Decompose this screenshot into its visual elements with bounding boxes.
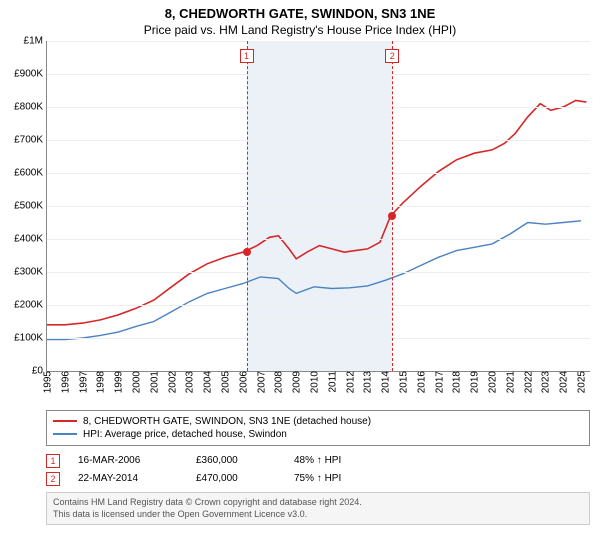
xtick-label: 2014 bbox=[379, 371, 392, 393]
event-row-date: 16-MAR-2006 bbox=[78, 455, 178, 466]
xtick-label: 2006 bbox=[236, 371, 249, 393]
xtick-label: 2003 bbox=[183, 371, 196, 393]
event-marker: 2 bbox=[385, 49, 399, 63]
xtick-label: 2020 bbox=[486, 371, 499, 393]
xtick-label: 2011 bbox=[325, 371, 338, 393]
gridline-h bbox=[47, 107, 590, 108]
ytick-label: £300K bbox=[14, 266, 47, 277]
ytick-label: £900K bbox=[14, 68, 47, 79]
gridline-h bbox=[47, 74, 590, 75]
xtick-label: 2021 bbox=[503, 371, 516, 393]
chart-subtitle: Price paid vs. HM Land Registry's House … bbox=[0, 23, 600, 41]
gridline-h bbox=[47, 305, 590, 306]
gridline-h bbox=[47, 41, 590, 42]
event-row-marker: 1 bbox=[46, 454, 60, 468]
gridline-h bbox=[47, 206, 590, 207]
xtick-label: 2019 bbox=[468, 371, 481, 393]
events-table: 1 16-MAR-2006 £360,000 48% ↑ HPI 2 22-MAY-201… bbox=[46, 452, 590, 488]
legend-label: 8, CHEDWORTH GATE, SWINDON, SN3 1NE (det… bbox=[83, 416, 371, 427]
xtick-label: 2023 bbox=[539, 371, 552, 393]
sale-dot bbox=[388, 212, 396, 220]
event-line bbox=[247, 41, 248, 371]
xtick-label: 2005 bbox=[219, 371, 232, 393]
event-row-price: £360,000 bbox=[196, 455, 276, 466]
gridline-h bbox=[47, 140, 590, 141]
xtick-label: 2007 bbox=[254, 371, 267, 393]
xtick-label: 2002 bbox=[165, 371, 178, 393]
xtick-label: 1997 bbox=[76, 371, 89, 393]
event-row-date: 22-MAY-2014 bbox=[78, 473, 178, 484]
ytick-label: £700K bbox=[14, 134, 47, 145]
event-row: 1 16-MAR-2006 £360,000 48% ↑ HPI bbox=[46, 452, 590, 470]
event-line bbox=[392, 41, 393, 371]
xtick-label: 1996 bbox=[58, 371, 71, 393]
gridline-h bbox=[47, 338, 590, 339]
xtick-label: 2004 bbox=[201, 371, 214, 393]
chart-container: 8, CHEDWORTH GATE, SWINDON, SN3 1NE Pric… bbox=[0, 0, 600, 560]
ytick-label: £600K bbox=[14, 167, 47, 178]
legend-swatch bbox=[53, 420, 77, 422]
attribution-line-2: This data is licensed under the Open Gov… bbox=[53, 509, 583, 521]
legend: 8, CHEDWORTH GATE, SWINDON, SN3 1NE (det… bbox=[46, 410, 590, 446]
event-marker: 1 bbox=[240, 49, 254, 63]
gridline-h bbox=[47, 272, 590, 273]
xtick-label: 2008 bbox=[272, 371, 285, 393]
ytick-label: £1M bbox=[24, 35, 47, 46]
legend-row: 8, CHEDWORTH GATE, SWINDON, SN3 1NE (det… bbox=[53, 415, 583, 428]
event-row-pct: 75% ↑ HPI bbox=[294, 473, 374, 484]
sale-dot bbox=[243, 248, 251, 256]
xtick-label: 2017 bbox=[432, 371, 445, 393]
xtick-label: 2009 bbox=[290, 371, 303, 393]
attribution-box: Contains HM Land Registry data © Crown c… bbox=[46, 492, 590, 525]
xtick-label: 2018 bbox=[450, 371, 463, 393]
xtick-label: 2001 bbox=[147, 371, 160, 393]
attribution-line-1: Contains HM Land Registry data © Crown c… bbox=[53, 497, 583, 509]
xtick-label: 2025 bbox=[575, 371, 588, 393]
xtick-label: 2010 bbox=[308, 371, 321, 393]
xtick-label: 2016 bbox=[414, 371, 427, 393]
series-property bbox=[47, 100, 586, 324]
event-row-price: £470,000 bbox=[196, 473, 276, 484]
xtick-label: 1998 bbox=[94, 371, 107, 393]
event-row-pct: 48% ↑ HPI bbox=[294, 455, 374, 466]
legend-label: HPI: Average price, detached house, Swin… bbox=[83, 429, 287, 440]
xtick-label: 1995 bbox=[41, 371, 54, 393]
ytick-label: £200K bbox=[14, 299, 47, 310]
legend-swatch bbox=[53, 433, 77, 435]
ytick-label: £400K bbox=[14, 233, 47, 244]
xtick-label: 2000 bbox=[130, 371, 143, 393]
xtick-label: 2013 bbox=[361, 371, 374, 393]
event-row-marker: 2 bbox=[46, 472, 60, 486]
xtick-label: 2024 bbox=[557, 371, 570, 393]
xtick-label: 2015 bbox=[397, 371, 410, 393]
ytick-label: £500K bbox=[14, 200, 47, 211]
ytick-label: £800K bbox=[14, 101, 47, 112]
gridline-h bbox=[47, 239, 590, 240]
event-row: 2 22-MAY-2014 £470,000 75% ↑ HPI bbox=[46, 470, 590, 488]
gridline-h bbox=[47, 173, 590, 174]
plot-area: £0£100K£200K£300K£400K£500K£600K£700K£80… bbox=[46, 41, 590, 372]
xtick-label: 1999 bbox=[112, 371, 125, 393]
ytick-label: £100K bbox=[14, 332, 47, 343]
xtick-label: 2012 bbox=[343, 371, 356, 393]
chart-title: 8, CHEDWORTH GATE, SWINDON, SN3 1NE bbox=[0, 0, 600, 23]
legend-row: HPI: Average price, detached house, Swin… bbox=[53, 428, 583, 441]
xtick-label: 2022 bbox=[521, 371, 534, 393]
